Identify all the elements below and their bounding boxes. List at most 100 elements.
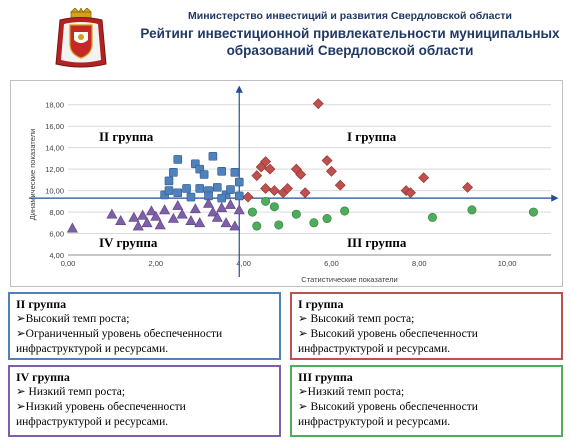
- data-point-triangle: [132, 220, 144, 231]
- data-point-triangle: [211, 211, 223, 222]
- data-point-circle: [247, 207, 257, 217]
- data-point-square: [212, 183, 222, 192]
- y-tick-label: 18,00: [45, 101, 64, 110]
- data-point-diamond: [462, 181, 473, 193]
- data-point-triangle: [115, 215, 127, 225]
- data-point-diamond: [299, 187, 311, 199]
- scatter-chart: 4,00 6,00 8,00 10,00 12,00 14,00 16,00 18,00 0,0…: [10, 80, 563, 287]
- y-tick-label: 4,00: [49, 251, 64, 260]
- data-point-square: [226, 185, 235, 194]
- group-II-line: ➢Ограниченный уровень обеспеченности: [16, 328, 223, 340]
- title-line-2: образований Свердловской области: [226, 43, 474, 58]
- data-point-square: [234, 177, 244, 187]
- data-point-triangle: [172, 200, 184, 210]
- x-tick-label: 8,00: [412, 259, 427, 268]
- data-point-triangle: [106, 208, 118, 219]
- y-tick-label: 12,00: [45, 165, 64, 174]
- data-point-triangle: [66, 222, 78, 233]
- y-tick-label: 14,00: [45, 144, 64, 153]
- data-point-circle: [252, 221, 262, 231]
- group-IV-line: ➢ Низкий темп роста;: [16, 386, 126, 398]
- data-point-triangle: [154, 219, 166, 230]
- group-II-line: ➢Высокий темп роста;: [16, 313, 130, 325]
- data-point-circle: [269, 202, 279, 212]
- group-I-title: I группа: [298, 297, 344, 311]
- group-I-line: инфраструктурой и ресурсами.: [298, 343, 451, 355]
- data-point-diamond: [321, 155, 333, 166]
- coat-of-arms-icon: [55, 8, 107, 68]
- data-point-square: [186, 192, 196, 202]
- data-point-diamond: [295, 169, 307, 180]
- y-tick-label: 16,00: [45, 122, 64, 131]
- data-point-triangle: [185, 215, 197, 225]
- group-IV-line: инфраструктурой и ресурсами.: [16, 416, 169, 428]
- group-III-line: ➢ Высокий уровень обеспеченности: [298, 401, 478, 413]
- group-II-line: инфраструктурой и ресурсами.: [16, 343, 169, 355]
- group-I-line: ➢ Высокий уровень обеспеченности: [298, 328, 478, 340]
- group-III-line: инфраструктурой и ресурсами.: [298, 416, 451, 428]
- data-point-diamond: [242, 191, 254, 203]
- data-point-triangle: [176, 208, 188, 219]
- data-point-circle: [340, 206, 350, 216]
- data-point-diamond: [418, 172, 430, 184]
- page-title: Рейтинг инвестиционной привлекательности…: [140, 25, 560, 59]
- x-tick-label: 2,00: [149, 259, 164, 268]
- data-point-square: [182, 184, 191, 193]
- group-II-title: II группа: [16, 297, 67, 311]
- data-point-circle: [467, 205, 477, 215]
- x-tick-label: 0,00: [61, 259, 76, 268]
- data-point-diamond: [312, 98, 324, 110]
- data-point-square: [195, 184, 205, 193]
- quadrant-label-II: II группа: [99, 129, 154, 144]
- data-point-diamond: [260, 183, 272, 194]
- data-point-square: [169, 168, 178, 177]
- y-tick-label: 6,00: [49, 230, 64, 239]
- group-I-box: I группа ➢ Высокий темп роста; ➢ Высокий…: [290, 292, 563, 360]
- data-point-square: [217, 193, 226, 203]
- data-point-square: [208, 151, 218, 161]
- data-point-triangle: [220, 217, 232, 228]
- data-point-triangle: [145, 205, 157, 216]
- group-II-box: II группа ➢Высокий темп роста; ➢Ограниче…: [8, 292, 281, 360]
- data-point-diamond: [282, 183, 293, 194]
- data-point-diamond: [264, 163, 276, 175]
- x-tick-label: 4,00: [236, 259, 251, 268]
- data-point-circle: [274, 220, 284, 230]
- group-I-line: ➢ Высокий темп роста;: [298, 313, 415, 325]
- y-axis-title: Динамические показатели: [28, 129, 37, 221]
- data-point-diamond: [268, 185, 280, 197]
- data-point-circle: [291, 209, 301, 219]
- data-point-diamond: [326, 165, 337, 177]
- data-point-triangle: [128, 211, 140, 222]
- y-tick-label: 8,00: [49, 208, 64, 217]
- data-point-circle: [427, 212, 437, 222]
- data-point-triangle: [216, 202, 228, 213]
- data-point-square: [199, 170, 209, 179]
- data-point-square: [234, 191, 244, 201]
- data-point-triangle: [141, 217, 153, 228]
- data-point-triangle: [207, 206, 219, 217]
- title-line-1: Рейтинг инвестиционной привлекательности…: [140, 26, 560, 41]
- header: Министерство инвестиций и развития Сверд…: [0, 0, 571, 78]
- group-IV-box: IV группа ➢ Низкий темп роста; ➢Низкий у…: [8, 365, 281, 437]
- quadrant-label-I: I группа: [347, 129, 397, 144]
- group-IV-title: IV группа: [16, 370, 70, 384]
- data-point-square: [173, 188, 183, 198]
- quadrant-label-III: III группа: [347, 235, 407, 250]
- ministry-name: Министерство инвестиций и развития Сверд…: [188, 10, 512, 22]
- data-point-circle: [261, 196, 271, 206]
- data-point-diamond: [334, 179, 346, 191]
- quadrant-label-IV: IV группа: [99, 235, 158, 250]
- chart-svg: 4,00 6,00 8,00 10,00 12,00 14,00 16,00 18,00 0,0…: [28, 85, 559, 284]
- data-point-triangle: [159, 204, 171, 215]
- data-point-square: [164, 176, 174, 186]
- data-point-diamond: [251, 170, 263, 181]
- data-point-square: [217, 166, 226, 176]
- data-point-triangle: [167, 212, 179, 223]
- data-point-circle: [528, 207, 538, 217]
- data-point-triangle: [189, 203, 201, 214]
- group-III-box: III группа ➢Низкий темп роста; ➢ Высокий…: [290, 365, 563, 437]
- data-point-square: [164, 186, 174, 195]
- x-tick-label: 6,00: [324, 259, 339, 268]
- y-tick-label: 10,00: [45, 187, 64, 196]
